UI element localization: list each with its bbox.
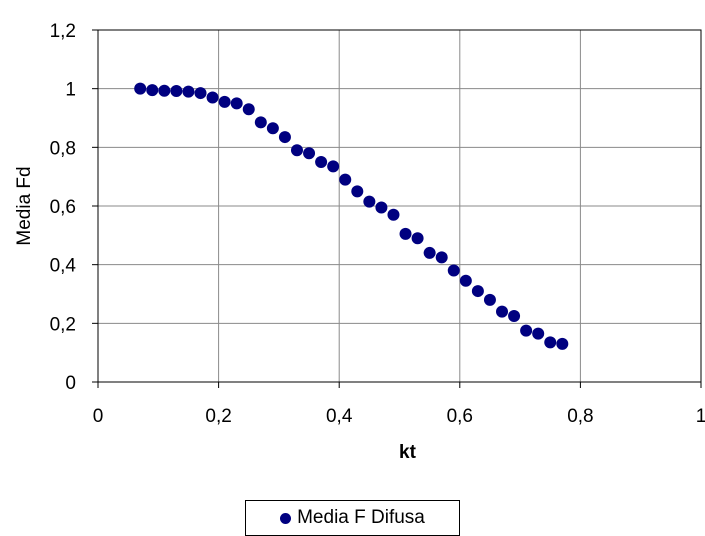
y-tick-label: 0,6 xyxy=(50,197,76,218)
y-tick-label: 0,4 xyxy=(50,256,77,277)
x-tick-label: 0,4 xyxy=(326,406,353,427)
y-axis-title: Media Fd xyxy=(14,166,35,245)
y-tick-label: 0 xyxy=(65,373,76,394)
y-tick-label: 1 xyxy=(65,80,76,101)
y-tick-label: 0,2 xyxy=(50,314,76,335)
data-point xyxy=(158,84,171,97)
data-point xyxy=(496,305,509,318)
data-point xyxy=(375,201,388,214)
data-point xyxy=(556,337,569,350)
data-point xyxy=(254,116,267,129)
series-points xyxy=(134,82,569,350)
data-point xyxy=(206,91,219,104)
data-point xyxy=(230,97,243,110)
data-point xyxy=(423,246,436,259)
data-point xyxy=(303,147,316,160)
data-point xyxy=(508,310,521,322)
x-tick-label: 0,6 xyxy=(447,406,473,427)
grid-lines xyxy=(97,29,702,383)
data-point xyxy=(218,95,231,108)
legend-marker xyxy=(280,512,292,524)
data-point xyxy=(447,264,460,277)
data-point xyxy=(134,82,147,95)
data-point xyxy=(435,251,448,264)
data-point xyxy=(182,85,195,98)
data-point xyxy=(242,103,255,116)
data-point xyxy=(327,160,340,173)
data-point xyxy=(194,87,207,100)
data-point xyxy=(411,232,424,245)
data-point xyxy=(146,84,159,97)
legend-label: Media F Difusa xyxy=(297,507,425,528)
y-axis-ticks: 0 0,2 0,4 0,6 0,8 1 1,2 xyxy=(50,21,98,394)
data-point xyxy=(520,324,533,337)
x-tick-label: 1 xyxy=(696,406,705,427)
x-tick-label: 0,2 xyxy=(205,406,231,427)
legend: Media F Difusa xyxy=(245,500,460,536)
data-point xyxy=(483,293,496,306)
y-tick-label: 0,8 xyxy=(50,138,76,159)
data-point xyxy=(387,208,400,221)
data-point xyxy=(363,195,376,208)
data-point xyxy=(544,336,557,349)
data-point xyxy=(290,144,303,157)
scatter-chart: 0 0,2 0,4 0,6 0,8 1 1,2 0 0,2 0,4 0,6 0,8 1 Media F… xyxy=(14,21,705,463)
data-point xyxy=(471,285,484,298)
data-point xyxy=(399,227,412,240)
data-point xyxy=(170,85,183,98)
data-point xyxy=(266,122,279,135)
data-point xyxy=(459,274,472,287)
data-point xyxy=(532,327,545,340)
data-point xyxy=(315,156,328,168)
data-point xyxy=(339,173,352,186)
x-axis-title: kt xyxy=(399,442,417,463)
x-tick-label: 0 xyxy=(93,406,104,427)
data-point xyxy=(351,185,364,198)
x-axis-ticks: 0 0,2 0,4 0,6 0,8 1 xyxy=(93,382,705,427)
data-point xyxy=(278,131,291,144)
y-tick-label: 1,2 xyxy=(50,21,76,42)
x-tick-label: 0,8 xyxy=(567,406,593,427)
